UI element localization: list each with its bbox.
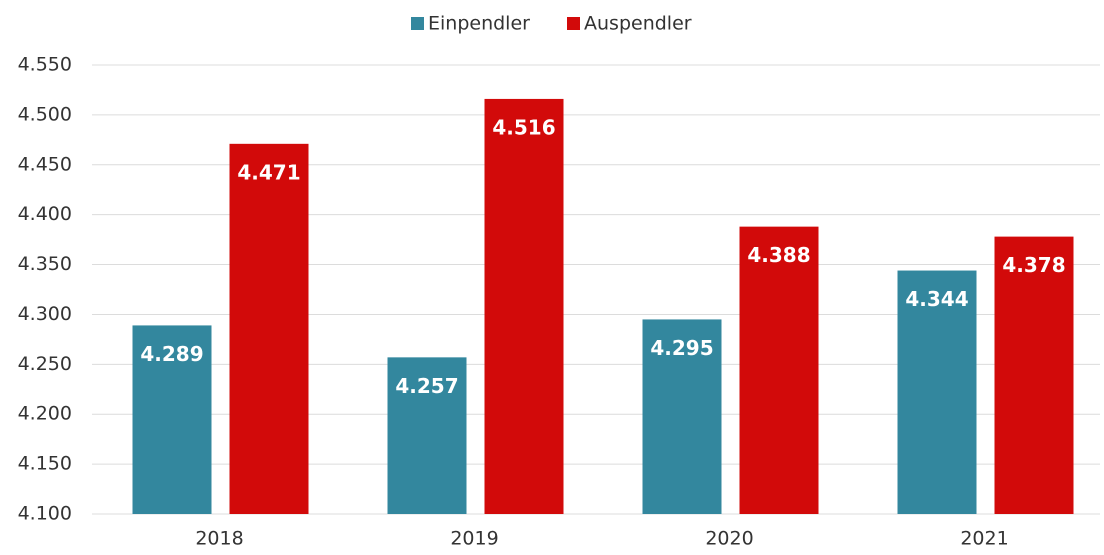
y-tick-label: 4.400 xyxy=(18,203,72,225)
value-label: 4.295 xyxy=(650,336,713,360)
y-tick-label: 4.500 xyxy=(18,103,72,125)
bar xyxy=(739,226,819,514)
y-tick-label: 4.200 xyxy=(18,403,72,425)
value-label: 4.289 xyxy=(140,342,203,366)
value-label: 4.388 xyxy=(747,243,810,267)
bar xyxy=(387,357,467,514)
x-tick-label: 2020 xyxy=(705,528,753,550)
y-tick-label: 4.150 xyxy=(18,453,72,475)
y-tick-label: 4.250 xyxy=(18,353,72,375)
value-label: 4.378 xyxy=(1002,253,1065,277)
y-tick-label: 4.350 xyxy=(18,253,72,275)
x-tick-label: 2018 xyxy=(195,528,243,550)
x-tick-label: 2019 xyxy=(450,528,498,550)
bar xyxy=(132,325,212,514)
y-tick-label: 4.100 xyxy=(18,503,72,525)
bar xyxy=(994,236,1074,514)
legend-swatch xyxy=(567,17,580,30)
y-tick-label: 4.550 xyxy=(18,54,72,76)
value-label: 4.344 xyxy=(905,287,968,311)
y-tick-label: 4.450 xyxy=(18,153,72,175)
x-tick-label: 2021 xyxy=(960,528,1008,550)
value-label: 4.257 xyxy=(395,374,458,398)
bar xyxy=(229,143,309,514)
bar xyxy=(484,98,564,515)
value-label: 4.516 xyxy=(492,115,555,139)
legend-label: Auspendler xyxy=(584,13,692,35)
legend-label: Einpendler xyxy=(428,13,530,35)
value-label: 4.471 xyxy=(237,160,300,184)
y-tick-label: 4.300 xyxy=(18,303,72,325)
bar xyxy=(897,270,977,514)
legend-swatch xyxy=(411,17,424,30)
bar xyxy=(642,319,722,514)
